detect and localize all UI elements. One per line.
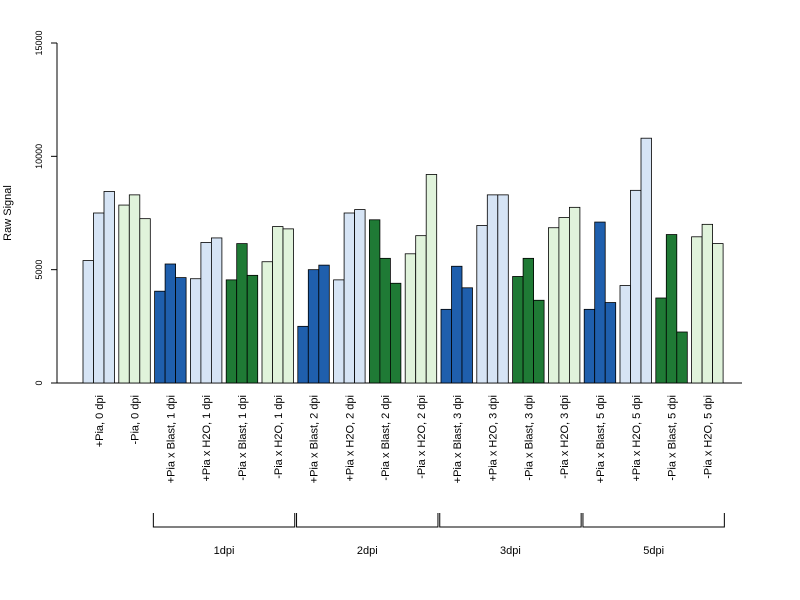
- bar: [246, 274, 259, 384]
- bar: [354, 209, 366, 384]
- bars: [82, 137, 724, 384]
- bar: [701, 223, 713, 384]
- y-tick-label: 5000: [34, 260, 44, 280]
- bar: [379, 257, 391, 384]
- group-label: 5dpi: [643, 545, 664, 557]
- bar: [368, 219, 381, 384]
- bar: [225, 279, 238, 384]
- bar: [154, 290, 166, 384]
- bar: [425, 174, 438, 384]
- bar: [343, 212, 356, 384]
- bar: [497, 194, 509, 384]
- bar: [118, 204, 130, 384]
- bar: [619, 285, 631, 384]
- category-label: -Pia x H2O, 2 dpi: [416, 395, 428, 479]
- y-axis: 0 5000 10000 15000: [34, 30, 58, 386]
- bar: [630, 189, 642, 384]
- bar: [128, 194, 141, 384]
- bar: [82, 260, 94, 384]
- bar: [486, 194, 499, 384]
- bar: [404, 253, 417, 384]
- bar: [655, 297, 667, 384]
- bar: [103, 191, 115, 384]
- bar: [451, 265, 463, 384]
- group-label: 1dpi: [214, 545, 235, 557]
- category-label: +Pia x Blast, 5 dpi: [595, 395, 607, 483]
- bar: [189, 278, 202, 384]
- category-label: +Pia x H2O, 2 dpi: [344, 395, 356, 482]
- group-bracket: [152, 513, 296, 528]
- category-label: -Pia x H2O, 3 dpi: [559, 395, 571, 479]
- bar: [533, 299, 545, 384]
- bar: [440, 308, 452, 384]
- bar: [476, 225, 488, 384]
- group-bracket: [582, 513, 725, 528]
- category-label: -Pia x Blast, 5 dpi: [667, 395, 679, 481]
- bar: [522, 257, 534, 384]
- bar: [307, 269, 320, 384]
- bar: [569, 206, 581, 384]
- bar: [272, 226, 284, 384]
- category-label: +Pia x H2O, 3 dpi: [488, 395, 500, 482]
- bar: [282, 228, 294, 384]
- bar: [200, 242, 212, 384]
- bar: [691, 236, 703, 384]
- group-label: 2dpi: [357, 545, 378, 557]
- bar: [333, 279, 345, 384]
- category-label: +Pia x H2O, 1 dpi: [201, 395, 213, 482]
- category-label: -Pia x Blast, 2 dpi: [380, 395, 392, 481]
- bar: [461, 287, 473, 384]
- bar: [261, 261, 273, 384]
- bar: [548, 227, 560, 384]
- y-tick-label: 10000: [34, 144, 44, 169]
- y-tick-label: 15000: [34, 30, 44, 55]
- bar: [665, 234, 678, 384]
- category-label: -Pia, 0 dpi: [130, 395, 142, 445]
- bar: [583, 308, 596, 384]
- bar: [318, 264, 330, 384]
- category-label: -Pia x Blast, 3 dpi: [523, 395, 535, 481]
- y-tick-label: 0: [34, 380, 44, 385]
- bar: [297, 325, 309, 384]
- bar: [512, 276, 524, 384]
- bar: [210, 237, 223, 384]
- category-label: +Pia x Blast, 1 dpi: [165, 395, 177, 483]
- category-label: -Pia x Blast, 1 dpi: [237, 395, 249, 481]
- bar: [558, 217, 570, 384]
- bar: [139, 218, 151, 384]
- category-label: +Pia x Blast, 3 dpi: [452, 395, 464, 483]
- bar: [594, 221, 606, 384]
- group-bracket: [296, 513, 439, 528]
- category-labels: +Pia, 0 dpi -Pia, 0 dpi +Pia x Blast, 1 dp…: [94, 395, 715, 483]
- bar: [640, 137, 652, 384]
- category-label: +Pia, 0 dpi: [94, 395, 106, 447]
- bar: [236, 243, 248, 384]
- category-label: -Pia x H2O, 1 dpi: [273, 395, 285, 479]
- bar: [164, 263, 177, 384]
- group-label: 3dpi: [500, 545, 521, 557]
- bar: [676, 331, 688, 384]
- category-label: +Pia x Blast, 2 dpi: [309, 395, 321, 483]
- bar: [415, 235, 427, 384]
- group-bracket: [439, 513, 582, 528]
- bar: [93, 212, 105, 384]
- bar: [175, 277, 187, 384]
- category-label: -Pia x H2O, 5 dpi: [702, 395, 714, 479]
- bar: [604, 302, 617, 384]
- bar: [712, 243, 724, 384]
- y-axis-title: Raw Signal: [2, 185, 14, 241]
- time-point-groups: 1dpi 2dpi 3dpi 5dpi: [152, 513, 725, 557]
- bar: [389, 282, 402, 384]
- category-label: +Pia x H2O, 5 dpi: [631, 395, 643, 482]
